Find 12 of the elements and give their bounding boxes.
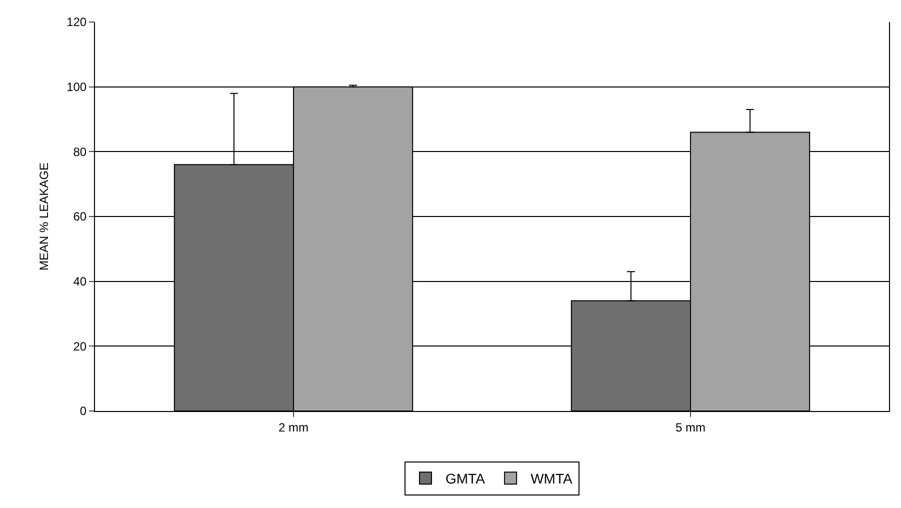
y-tick-label: 0 [80,404,87,418]
y-tick-label: 60 [73,210,87,224]
y-tick-label: 100 [66,80,87,94]
x-tick-label: 2 mm [278,420,309,434]
legend-label: GMTA [446,470,486,487]
y-tick-label: 40 [73,274,87,289]
legend-label: WMTA [530,470,573,487]
y-axis-title: MEAN % LEAKAGE [36,162,51,271]
y-tick-label: 120 [66,15,87,30]
y-tick-label: 80 [73,144,87,159]
y-tick-label: 20 [73,339,87,354]
x-tick-label: 5 mm [676,420,706,434]
